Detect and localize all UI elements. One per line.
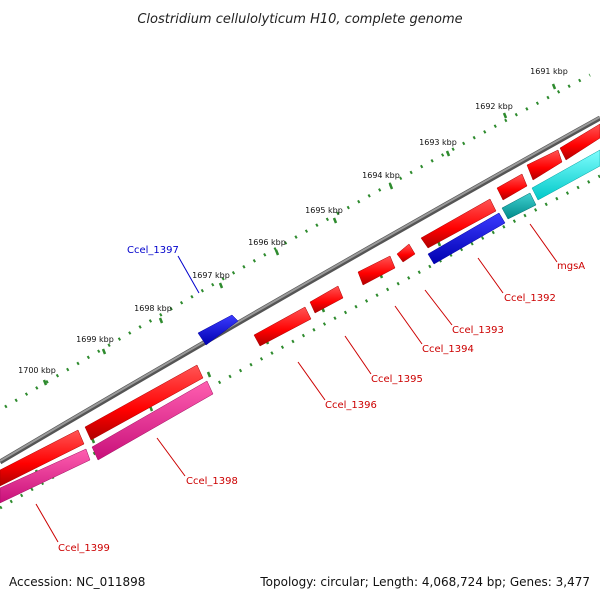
- gene-ccel-1398-pink-arrow[interactable]: [91, 380, 214, 461]
- kbp-labels: 1691 kbp 1692 kbp 1693 kbp 1694 kbp 1695…: [18, 67, 568, 375]
- gene-label-ccel-1393[interactable]: Ccel_1393: [452, 325, 504, 336]
- gene-ccel-1397-arrow[interactable]: [197, 314, 239, 346]
- backbone-highlight: [0, 116, 600, 462]
- gene-teal-arrow[interactable]: [501, 192, 537, 220]
- gene-label-ccel-1397[interactable]: Ccel_1397: [127, 245, 179, 256]
- kbp-label: 1693 kbp: [419, 138, 457, 147]
- kbp-label: 1698 kbp: [134, 304, 172, 313]
- backbone: [0, 115, 600, 465]
- accession-text: Accession: NC_011898: [9, 575, 145, 589]
- genome-summary-text: Topology: circular; Length: 4,068,724 bp…: [259, 575, 590, 589]
- kbp-label: 1692 kbp: [475, 102, 513, 111]
- kbp-label: 1697 kbp: [192, 271, 230, 280]
- gene-ccel-1393-arrow[interactable]: [396, 243, 416, 263]
- gene-ccel-1392-blue-arrow[interactable]: [427, 212, 506, 265]
- outer-tick-track: [4, 73, 591, 409]
- kbp-label: 1699 kbp: [76, 335, 114, 344]
- gene-top-right-arrow[interactable]: [559, 123, 600, 161]
- gene-ccel-1394-arrow[interactable]: [357, 255, 396, 286]
- gene-ccel-1392-arrow[interactable]: [420, 198, 497, 249]
- kbp-label: 1696 kbp: [248, 238, 286, 247]
- label-leaders: [35, 223, 558, 543]
- gene-mgsa-arrow[interactable]: [496, 173, 528, 201]
- gene-ccel-1399-arrow[interactable]: [0, 429, 85, 487]
- gene-label-ccel-1398[interactable]: Ccel_1398: [186, 476, 238, 487]
- kbp-label: 1694 kbp: [362, 171, 400, 180]
- gene-ccel-1398-arrow[interactable]: [84, 364, 204, 441]
- reverse-strand-features: [0, 123, 600, 504]
- gene-label-ccel-1395[interactable]: Ccel_1395: [371, 374, 423, 385]
- kbp-label: 1695 kbp: [305, 206, 343, 215]
- gene-mgsa-neighbor-arrow[interactable]: [526, 149, 563, 181]
- forward-strand-features: [197, 314, 239, 346]
- gene-label-ccel-1399[interactable]: Ccel_1399: [58, 543, 110, 554]
- gene-cyan-arrow[interactable]: [531, 149, 600, 201]
- gene-ccel-1395-arrow[interactable]: [309, 285, 344, 314]
- gene-ccel-1396-arrow[interactable]: [253, 306, 312, 347]
- gene-label-ccel-1394[interactable]: Ccel_1394: [422, 344, 474, 355]
- gene-label-ccel-1392[interactable]: Ccel_1392: [504, 293, 556, 304]
- gene-labels: mgsA Ccel_1392 Ccel_1393 Ccel_1394 Ccel_…: [58, 245, 585, 554]
- inner-tick-track: [0, 174, 600, 510]
- kbp-label: 1691 kbp: [530, 67, 568, 76]
- outer-major-ticks: [42, 83, 557, 386]
- kbp-label: 1700 kbp: [18, 366, 56, 375]
- gene-ccel-1399-pink-arrow[interactable]: [0, 448, 91, 504]
- map-title: Clostridium cellulolyticum H10, complete…: [137, 12, 462, 27]
- gene-label-ccel-1396[interactable]: Ccel_1396: [325, 400, 377, 411]
- gene-label-mgsa[interactable]: mgsA: [557, 261, 585, 272]
